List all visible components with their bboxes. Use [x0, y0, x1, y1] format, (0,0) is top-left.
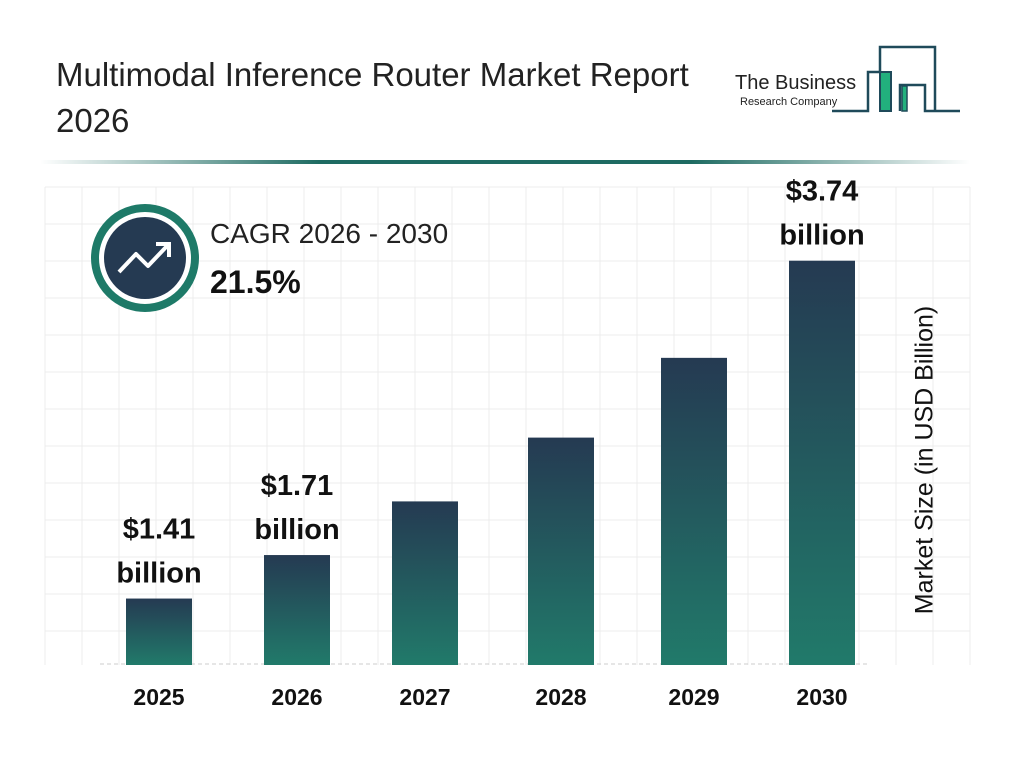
x-tick-label: 2030 — [796, 684, 847, 710]
bar-2027 — [392, 501, 458, 665]
bar-2026 — [264, 555, 330, 665]
x-tick-label: 2028 — [535, 684, 586, 710]
logo-text-main: The Business — [735, 72, 857, 94]
x-tick-label: 2027 — [399, 684, 450, 710]
company-logo: The Business Research Company — [720, 40, 970, 120]
data-label-unit: billion — [779, 220, 864, 252]
bar-2028 — [528, 437, 594, 665]
x-tick-label: 2025 — [133, 684, 184, 710]
header-divider — [40, 160, 970, 164]
x-tick-label: 2026 — [271, 684, 322, 710]
y-axis-label: Market Size (in USD Billion) — [910, 305, 939, 615]
bar-2029 — [661, 357, 727, 665]
logo-text-sub: Research Company — [740, 96, 838, 108]
logo-buildings-icon — [832, 45, 960, 113]
cagr-value: 21.5% — [210, 264, 301, 300]
data-label-unit: billion — [116, 558, 201, 590]
bar-2030 — [789, 260, 855, 665]
cagr-label: CAGR 2026 - 2030 — [210, 218, 449, 249]
bar-2025 — [126, 598, 192, 665]
data-label-value: $3.74 — [786, 176, 859, 208]
data-label-value: $1.41 — [123, 514, 196, 546]
data-label-unit: billion — [254, 514, 339, 546]
page-title: Multimodal Inference Router Market Repor… — [56, 56, 689, 139]
x-tick-label: 2029 — [668, 684, 719, 710]
data-label-value: $1.71 — [261, 470, 334, 502]
